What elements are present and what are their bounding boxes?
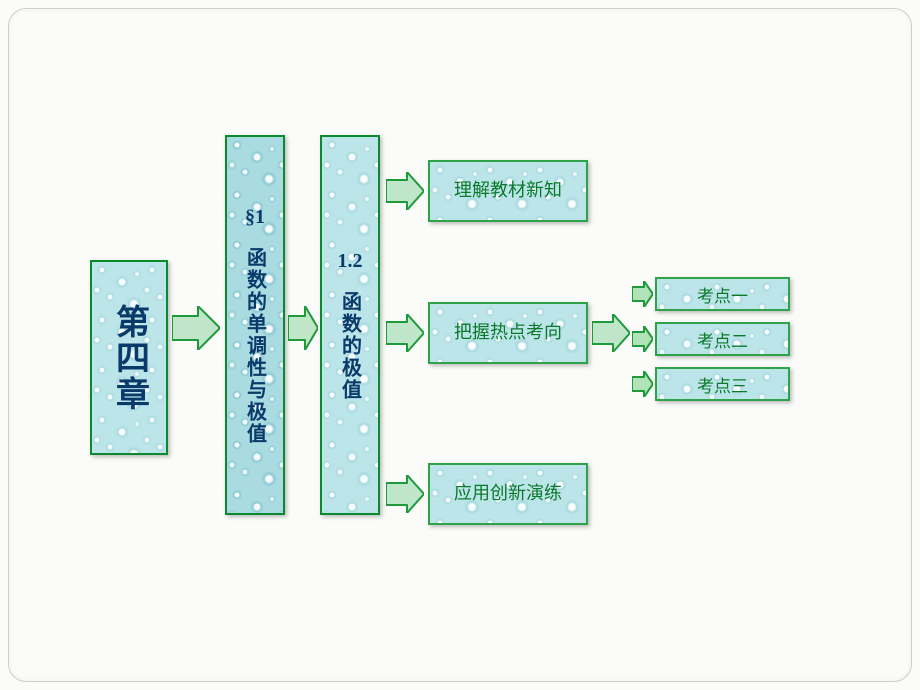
node-chapter: 第四章 — [90, 260, 168, 455]
point2-label: 考点二 — [697, 327, 748, 352]
point3-label: 考点三 — [697, 372, 748, 397]
node-topic-1: 理解教材新知 — [428, 160, 588, 222]
node-topic-3: 应用创新演练 — [428, 463, 588, 525]
arrow-small-icon — [632, 371, 653, 397]
node-point-2: 考点二 — [655, 322, 790, 356]
section-label: 函数的单调性与极值 — [241, 247, 270, 445]
node-point-1: 考点一 — [655, 277, 790, 311]
point1-label: 考点一 — [697, 282, 748, 307]
arrow-icon — [386, 314, 424, 352]
topic1-label: 理解教材新知 — [454, 179, 562, 202]
topic2-label: 把握热点考向 — [454, 321, 562, 344]
arrow-icon — [592, 314, 630, 352]
section-title: §1 — [245, 206, 265, 229]
node-point-3: 考点三 — [655, 367, 790, 401]
subsection-title: 1.2 — [338, 250, 363, 273]
chapter-label: 第四章 — [105, 304, 154, 412]
node-topic-2: 把握热点考向 — [428, 302, 588, 364]
arrow-icon — [288, 306, 318, 350]
node-section: §1 函数的单调性与极值 — [225, 135, 285, 515]
arrow-small-icon — [632, 326, 653, 352]
topic3-label: 应用创新演练 — [454, 482, 562, 505]
arrow-icon — [386, 475, 424, 513]
node-subsection: 1.2 函数的极值 — [320, 135, 380, 515]
arrow-icon — [386, 172, 424, 210]
arrow-icon — [172, 306, 220, 350]
subsection-label: 函数的极值 — [336, 291, 365, 401]
arrow-small-icon — [632, 281, 653, 307]
